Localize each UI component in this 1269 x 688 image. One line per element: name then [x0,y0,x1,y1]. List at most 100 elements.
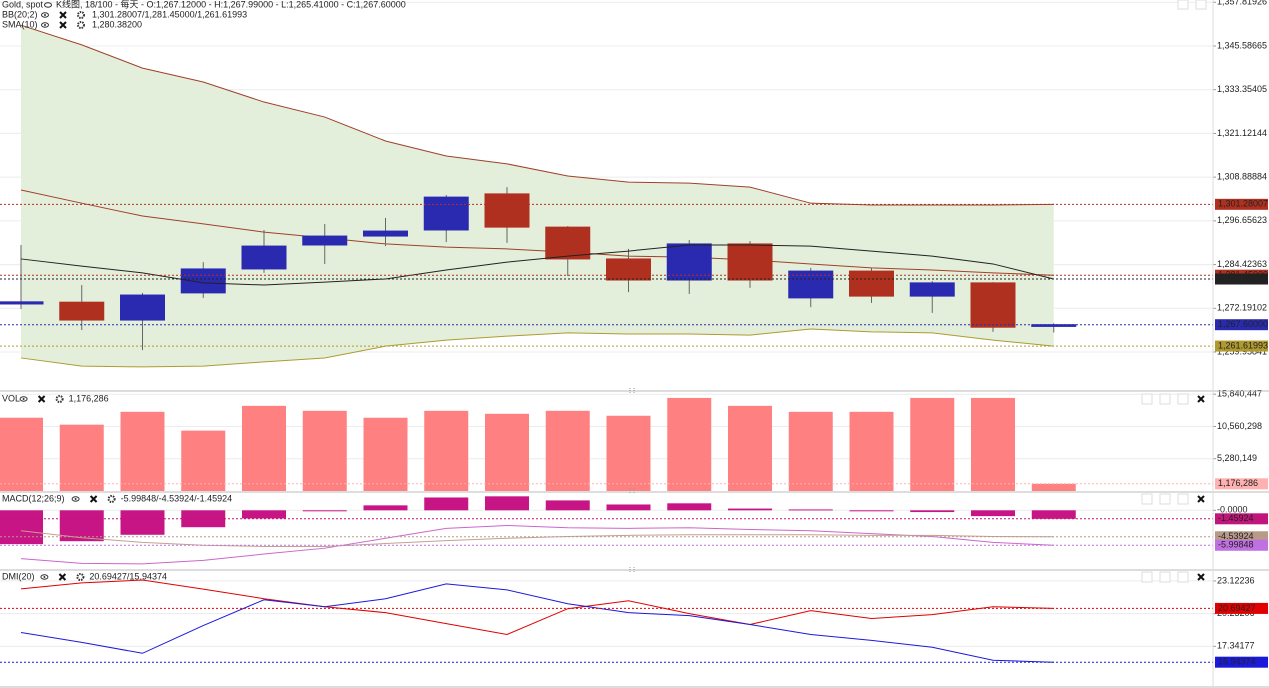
indicator-name: MACD(12;26;9) [2,493,65,503]
macd-histogram-bar [667,503,712,511]
eye-icon-pupil[interactable] [74,498,77,500]
candle-body [423,196,469,231]
y-tick-label: 10,560,298 [1217,421,1262,431]
volume-bar [667,397,712,491]
volume-bar [59,424,104,491]
settings-icon[interactable] [76,573,85,581]
bollinger-upper [20,24,1054,206]
chart-subtitle: K线图, 18/100 - 每天 - O:1,267.12000 - H:1,2… [56,0,406,9]
remove-panel-icon[interactable] [1197,573,1205,581]
eye-icon[interactable] [44,2,52,8]
y-tick-label: 1,357.81926 [1217,0,1267,7]
settings-icon[interactable] [77,11,85,19]
indicator-readout: 1,176,286 [69,393,109,403]
volume-bar [910,397,955,491]
price-tag-label: -5.99848 [1218,540,1254,550]
price-tag-label: 1,301.28007 [1218,199,1268,209]
indicator-name: BB(20;2) [2,9,38,19]
indicator-readout: -5.99848/-4.53924/-1.45924 [121,493,233,503]
resize-handle[interactable] [629,567,635,573]
macd-histogram-bar [1031,510,1076,519]
candle-body [970,282,1016,328]
y-tick-label: 1,284.42363 [1217,259,1267,269]
panel-button[interactable] [1159,571,1171,583]
macd-histogram-bar [606,504,651,511]
eye-icon-pupil[interactable] [44,24,46,26]
volume-bar [545,410,590,491]
candle-body [484,193,530,228]
eye-icon-pupil[interactable] [22,398,25,400]
axis-area: 1,259.958411,272.191021,284.423631,296.6… [1213,0,1268,668]
remove-icon[interactable] [89,495,98,503]
y-tick-label: 17.34177 [1217,641,1255,651]
resize-handle[interactable] [629,388,635,394]
panel-button[interactable] [1177,493,1189,505]
panel-button[interactable] [1141,393,1153,405]
panel-button[interactable] [1159,393,1171,405]
sma-line [20,244,1054,286]
remove-icon[interactable] [58,573,67,581]
panel-button[interactable] [1141,571,1153,583]
settings-icon[interactable] [77,21,85,29]
dmi-line [20,579,1054,636]
dmi-line [20,583,1054,663]
price-tag-label: -4.53924 [1218,531,1254,541]
volume-bar [606,415,651,491]
eye-icon[interactable] [40,574,49,580]
candle-body [606,258,651,281]
price-tag-label: 1,176,286 [1218,478,1258,488]
price-tag [1215,656,1268,668]
eye-icon[interactable] [41,12,49,18]
resize-handle[interactable] [629,488,635,494]
header-area: Gold, spot K线图, 18/100 - 每天 - O:1,267.120… [2,0,1207,583]
eye-icon[interactable] [41,22,49,28]
macd-histogram-bar [424,497,469,511]
panel-button[interactable] [1177,571,1189,583]
panel-button[interactable] [1195,0,1207,10]
candle-body [59,301,105,321]
price-tag [1215,319,1268,331]
remove-icon[interactable] [59,21,67,29]
price-tag [1215,513,1268,525]
candle-body [302,235,348,246]
panel-button[interactable] [1177,0,1189,10]
eye-icon-pupil[interactable] [44,14,46,16]
candle-body [0,301,44,305]
remove-icon[interactable] [37,395,46,403]
settings-icon[interactable] [107,495,116,503]
settings-icon[interactable] [55,395,64,403]
remove-panel-icon[interactable] [1197,395,1205,403]
panel-button[interactable] [1177,393,1189,405]
plot-area [0,1,1213,663]
macd-histogram-bar [181,510,226,528]
candle-body [180,268,226,294]
volume-bar [424,410,469,491]
eye-icon-pupil[interactable] [43,576,46,578]
volume-bar [181,430,226,491]
y-tick-label: 1,321.12144 [1217,128,1267,138]
volume-bar [849,411,894,491]
indicator-name: VOL [2,393,20,403]
macd-histogram-bar [849,510,894,512]
volume-bar [788,411,833,491]
candle-body [363,230,408,237]
candle-body [909,282,955,297]
price-tag [1215,273,1268,285]
eye-icon[interactable] [19,396,28,402]
macd-histogram-bar [363,505,408,511]
macd-histogram-bar [971,510,1015,517]
panel-button[interactable] [1159,493,1171,505]
price-tag [1215,539,1268,551]
macd-histogram-bar [242,510,286,519]
volume-bar [302,410,347,491]
volume-bar [0,417,43,491]
volume-bar [485,413,529,491]
remove-icon[interactable] [59,11,67,19]
eye-icon[interactable] [71,496,80,502]
remove-panel-icon[interactable] [1197,495,1205,503]
indicator-name: SMA(10) [2,19,38,29]
y-tick-label: 1,296.65623 [1217,215,1267,225]
panel-button[interactable] [1141,493,1153,505]
